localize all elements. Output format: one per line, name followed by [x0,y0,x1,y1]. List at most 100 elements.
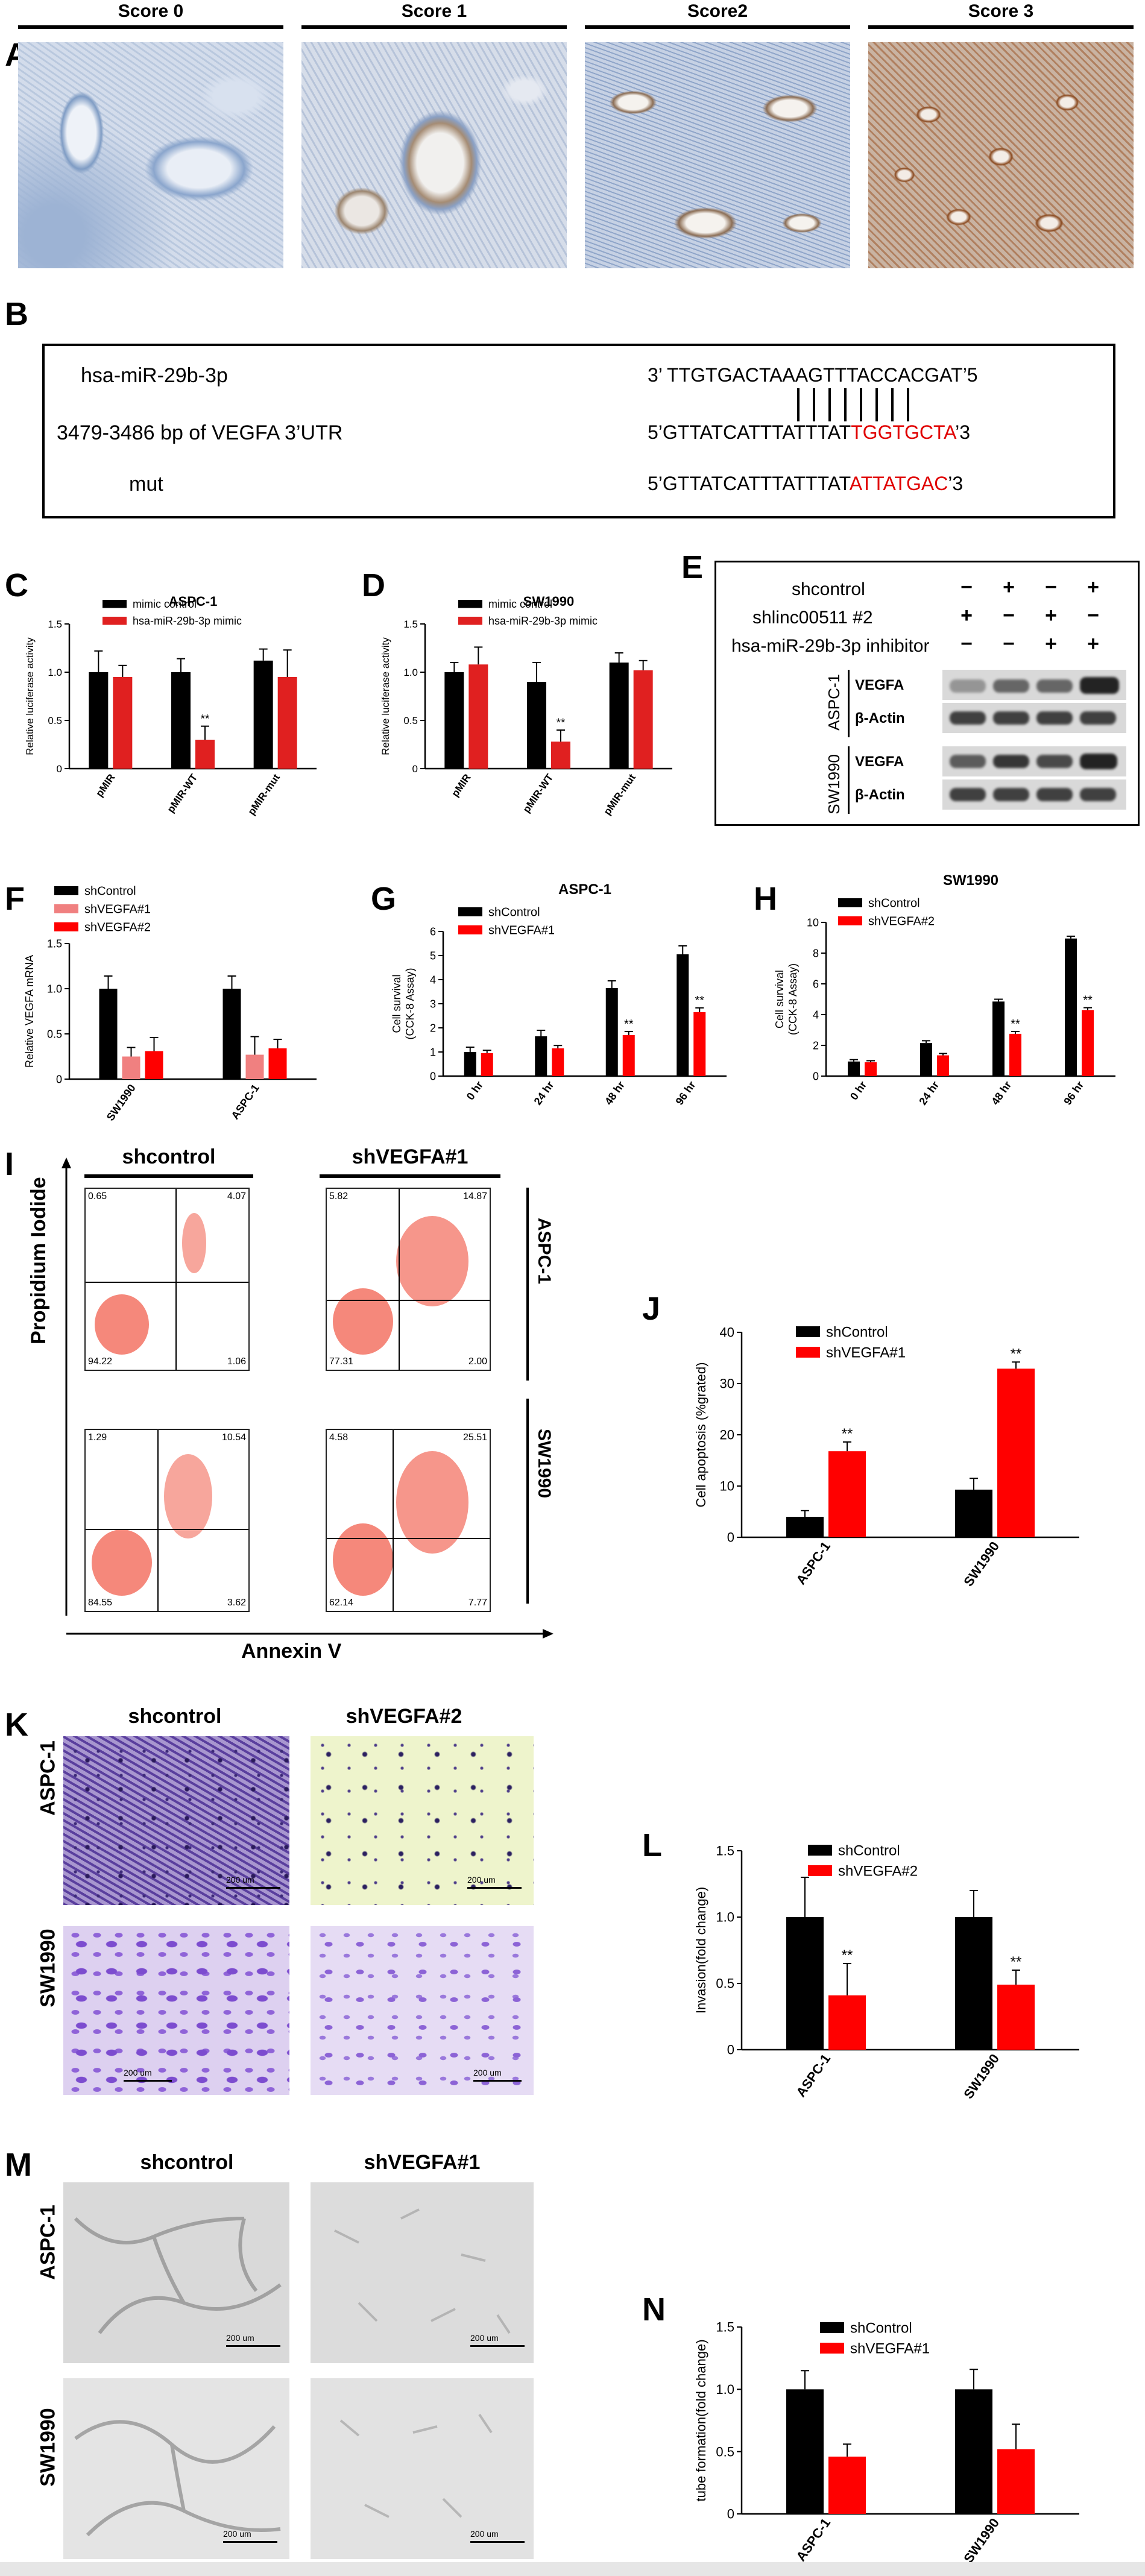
bar [937,1055,949,1076]
tube-image: 200 um [311,2378,534,2559]
legend-label: shControl [850,2320,912,2336]
y-axis-label: Cell survival [391,974,403,1033]
x-tick-label: 24 hr [916,1079,941,1107]
legend-label: mimic control [488,598,552,610]
y-axis-label: Relative luciferase activity [380,637,391,755]
wb-sign: − [1003,604,1015,627]
wb-bracket [848,746,850,814]
score-0-header: Score 0 [118,1,184,21]
x-tick-label: 0 hr [464,1079,485,1103]
quadrant-lr: 1.06 [227,1356,246,1367]
wb-blot [942,703,1126,733]
wb-sign: − [1045,576,1057,599]
wb-sign: + [960,604,973,627]
quadrant-ul: 1.29 [88,1432,107,1443]
facs-plot: 1.29 10.54 84.55 3.62 [84,1429,250,1612]
x-tick-label: pMIR-WT [165,772,200,815]
bar [920,1043,932,1076]
legend-swatch [808,1865,832,1876]
quadrant-ul: 4.58 [329,1432,349,1443]
bar [195,740,215,769]
legend-swatch [458,617,482,625]
wb-band-label: β-Actin [855,710,905,726]
y-tick-label: 2 [430,1022,436,1034]
chart-n: 0 0.5 1.0 1.5 tube formation(fold change) ASP… [693,2320,1079,2566]
bar [245,1054,264,1079]
wb-row-inhibitor: hsa-miR-29b-3p inhibitor [731,636,930,656]
bar [481,1053,493,1076]
x-tick-label: ASPC-1 [793,2052,833,2100]
wb-sign: + [1087,632,1099,655]
legend-swatch [808,1845,832,1856]
y-axis-label: Relative VEGFA mRNA [24,955,36,1068]
y-tick-label: 0.5 [403,715,418,726]
x-tick-label: 24 hr [531,1079,556,1107]
y-tick-label: 0 [727,2507,734,2522]
tube-header-shvegfa: shVEGFA#1 [364,2151,481,2174]
bar [552,1048,564,1076]
wb-row-shcontrol: shcontrol [792,579,865,599]
y-tick-label: 0 [727,2042,734,2058]
y-axis-label: Invasion(fold change) [693,1887,708,2014]
bar [955,1489,992,1537]
significance-mark: ** [1011,1954,1022,1970]
sequence-box: hsa-miR-29b-3p 3’ TTGTGACTAAAGTTTACCACGA… [42,344,1115,518]
y-tick-label: 1.0 [716,1910,734,1925]
tube-image: 200 um [311,2182,534,2363]
y-tick-label: 1.5 [48,619,62,630]
invasion-image: 200 um [311,1926,534,2095]
bar [1065,938,1077,1076]
legend-label: shVEGFA#1 [826,1344,906,1361]
panel-label-m: M [5,2147,32,2183]
x-tick-label: pMIR-mut [601,772,638,817]
quadrant-ll: 84.55 [88,1598,113,1608]
quadrant-ur: 4.07 [227,1191,246,1201]
x-tick-label: 96 hr [1061,1079,1086,1107]
legend-swatch [458,907,482,916]
y-axis-label: Cell apoptosis (%grated) [693,1362,708,1508]
bar [1082,1010,1094,1076]
mirna-label: hsa-miR-29b-3p [81,364,228,387]
panel-label-h: H [754,881,777,917]
y-axis-label: Cell survival [774,970,786,1028]
y-tick-label: 3 [430,998,436,1010]
tube-image: 200 um [63,2378,289,2559]
panel-label-c: C [5,567,28,603]
quadrant-ur: 14.87 [462,1191,487,1201]
x-tick-label: pMIR-mut [245,772,282,817]
wb-sign: − [1087,604,1099,627]
wb-blot [942,779,1126,810]
wb-sign: + [1087,576,1099,599]
y-tick-label: 1.5 [47,937,62,949]
ihc-image-score-3 [868,42,1134,268]
legend-label: hsa-miR-29b-3p mimic [488,615,598,627]
facs-header-bar [84,1174,253,1178]
wb-band-label: β-Actin [855,787,905,803]
x-tick-label: pMIR-WT [520,772,555,815]
bar [997,2449,1035,2514]
bar [99,989,118,1079]
bar [145,1051,163,1079]
chart-c: ASPC-1 0 0.5 1.0 1.5 Relative luciferase acti… [24,594,317,817]
chart-f: 0 0.5 1.0 1.5 Relative VEGFA mRNA SW1990 ASPC-… [24,884,317,1123]
bar [955,1917,992,2050]
chart-g: ASPC-1 0 1 2 3 4 5 6 Cell survival (CCK-8 Assay) 0… [391,881,727,1107]
wb-sign: + [1003,576,1015,599]
chart-title: ASPC-1 [558,881,611,898]
chart-j: 0 10 20 30 40 Cell apoptosis (%grated) ** ASPC-… [693,1324,1079,1589]
facs-row-sw1990: SW1990 [534,1429,554,1499]
legend-label: shVEGFA#1 [850,2340,930,2357]
legend-swatch [54,886,78,895]
bar [268,1048,287,1079]
facs-header-shcontrol: shcontrol [122,1145,216,1168]
western-blot-panel: shcontrol shlinc00511 #2 hsa-miR-29b-3p … [714,561,1140,826]
y-tick-label: 40 [720,1325,734,1340]
y-tick-label: 8 [813,947,819,959]
facs-plot: 5.82 14.87 77.31 2.00 [326,1188,491,1371]
quadrant-ur: 10.54 [221,1432,246,1443]
bar [464,1052,476,1076]
bar [113,677,133,769]
y-tick-label: 2 [813,1039,819,1051]
significance-mark: ** [1011,1018,1020,1031]
bar [444,672,464,769]
